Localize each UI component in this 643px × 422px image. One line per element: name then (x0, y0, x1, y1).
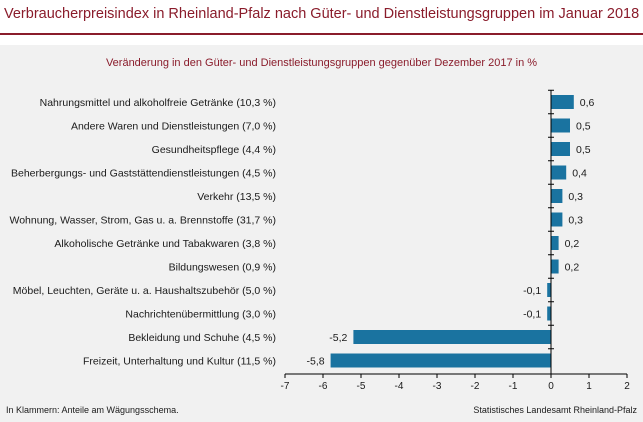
bar (330, 353, 551, 368)
data-label: -5,8 (307, 356, 325, 368)
category-label: Bildungswesen (0,9 %) (169, 262, 276, 274)
data-label: 0,6 (580, 97, 595, 109)
bar (551, 236, 559, 250)
category-label: Nahrungsmittel und alkoholfreie Getränke… (40, 97, 276, 109)
data-label: 0,3 (568, 191, 583, 203)
category-label: Bekleidung und Schuhe (4,5 %) (128, 332, 276, 344)
x-tick-label: -7 (281, 381, 290, 392)
x-tick-label: 0 (548, 381, 554, 392)
category-label: Alkoholische Getränke und Tabakwaren (3,… (54, 238, 276, 250)
title-divider (0, 33, 643, 35)
x-tick-label: -6 (319, 381, 328, 392)
data-label: 0,5 (576, 144, 591, 156)
x-tick-label: 2 (624, 381, 630, 392)
x-tick-label: -1 (509, 381, 518, 392)
data-label: 0,2 (565, 262, 580, 274)
bar (353, 330, 551, 344)
data-label: -5,2 (329, 332, 347, 344)
x-tick-label: -3 (433, 381, 442, 392)
bar (547, 306, 551, 321)
category-label: Verkehr (13,5 %) (197, 191, 276, 203)
bar (547, 283, 551, 297)
bar (551, 259, 559, 274)
category-label: Freizeit, Unterhaltung und Kultur (11,5 … (83, 356, 276, 368)
x-tick-label: -2 (471, 381, 480, 392)
footnote: In Klammern: Anteile am Wägungsschema. (6, 405, 179, 415)
bar (551, 118, 570, 133)
category-label: Gesundheitspflege (4,4 %) (152, 144, 276, 156)
data-label: 0,5 (576, 121, 591, 133)
x-tick-label: 1 (586, 381, 592, 392)
x-tick-label: -5 (357, 381, 366, 392)
data-label: -0,1 (523, 285, 541, 297)
source-note: Statistisches Landesamt Rheinland-Pfalz (473, 405, 637, 415)
bar (551, 95, 574, 109)
bar (551, 142, 570, 156)
bar (551, 189, 563, 203)
bar (551, 212, 563, 227)
data-label: 0,2 (565, 238, 580, 250)
data-label: 0,3 (568, 215, 583, 227)
category-label: Wohnung, Wasser, Strom, Gas u. a. Brenns… (9, 215, 276, 227)
category-label: Möbel, Leuchten, Geräte u. a. Haushaltsz… (13, 285, 276, 297)
data-label: -0,1 (523, 309, 541, 321)
bar (551, 165, 567, 180)
category-label: Andere Waren und Dienstleistungen (7,0 %… (71, 121, 276, 133)
x-tick-label: -4 (395, 381, 404, 392)
category-label: Nachrichtenübermittlung (3,0 %) (125, 309, 276, 321)
data-label: 0,4 (572, 168, 587, 180)
chart-subtitle: Veränderung in den Güter- und Dienstleis… (105, 57, 538, 69)
page-title: Verbraucherpreisindex in Rheinland-Pfalz… (4, 6, 640, 22)
category-label: Beherbergungs- und Gaststättendienstleis… (11, 168, 276, 180)
